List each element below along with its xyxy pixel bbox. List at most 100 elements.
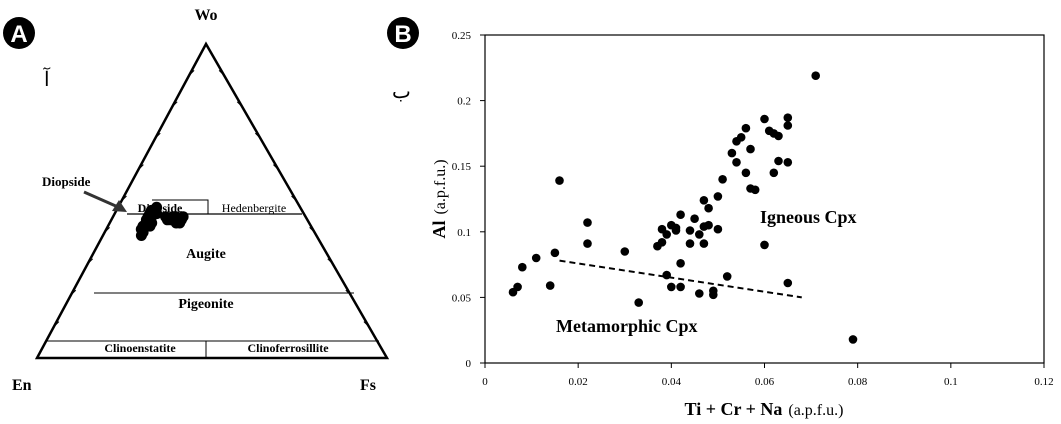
y-tick-label: 0.1 (457, 227, 471, 239)
y-axis-label: Al (a.p.f.u.) (429, 159, 449, 238)
scatter-point (848, 335, 858, 344)
scatter-point (531, 253, 541, 263)
scatter-point (783, 113, 793, 122)
panel-a: A آ Wo En Fs Diopside Diopside Hedenberg… (3, 7, 390, 394)
scatter-point (555, 176, 564, 185)
scatter-point (634, 298, 643, 307)
left-edge-tick (121, 195, 127, 202)
left-edge-tick (188, 70, 195, 76)
left-edge-tick (70, 289, 77, 296)
right-edge-tick (291, 195, 297, 202)
scatter-point (695, 230, 704, 239)
panel-b-badge (387, 17, 419, 49)
scatter-point (676, 282, 685, 292)
right-edge-tick (345, 289, 352, 296)
x-axis-label-main: Ti + Cr + Na (685, 399, 783, 419)
y-tick-label: 0.05 (452, 292, 472, 304)
x-axis-label: Ti + Cr + Na (a.p.f.u.) (685, 399, 844, 419)
scatter-point (760, 240, 769, 250)
scatter-point (774, 131, 783, 141)
clinoenstatite-label: Clinoenstatite (104, 341, 176, 355)
scatter-point (583, 239, 592, 248)
panel-b: B ب 0 0.05 0.1 0.15 0.2 0.25 0 0.02 0.04 0.06 0.0… (387, 17, 1054, 419)
left-edge-tick (53, 321, 60, 327)
scatter-points (508, 71, 858, 344)
scatter-point (685, 239, 695, 248)
metamorphic-cpx-label: Metamorphic Cpx (556, 316, 697, 336)
scatter-point (704, 220, 713, 230)
scatter-point (774, 156, 783, 166)
right-edge-tick (218, 70, 225, 76)
scatter-point (676, 210, 685, 219)
scatter-point (783, 158, 793, 167)
panel-a-persian-letter: آ (43, 67, 51, 91)
vertex-en-label: En (12, 377, 32, 394)
y-tick-label: 0.15 (452, 161, 472, 173)
scatter-point (713, 192, 723, 201)
scatter-point (750, 185, 760, 195)
clinoferrosillite-label: Clinoferrosillite (247, 341, 329, 355)
scatter-point (736, 133, 746, 142)
scatter-point (657, 238, 667, 247)
y-axis-label-main: Al (429, 221, 449, 239)
right-edge-tick (309, 227, 315, 233)
scatter-point (732, 158, 741, 167)
diopside-arrow-head (112, 200, 127, 212)
ternary-point (135, 230, 147, 241)
panel-b-badge-letter: B (394, 21, 411, 48)
scatter-point (699, 239, 709, 248)
scatter-point (667, 282, 676, 292)
scatter-point (518, 262, 527, 272)
scatter-point (676, 259, 685, 268)
igneous-cpx-label: Igneous Cpx (760, 207, 857, 227)
scatter-point (513, 282, 522, 292)
scatter-point (722, 272, 732, 281)
plot-frame (484, 34, 1045, 364)
x-tick-label: 0.12 (1034, 376, 1053, 388)
scatter-point (760, 114, 769, 124)
scatter-point (741, 123, 751, 133)
scatter-point (746, 144, 755, 154)
hedenbergite-label: Hedenbergite (222, 201, 286, 215)
scatter-point (620, 247, 630, 256)
scatter-point (671, 223, 681, 233)
left-edge-tick (154, 132, 161, 139)
scatter-point (811, 71, 820, 80)
pigeonite-label: Pigeonite (178, 297, 233, 312)
y-tick-label: 0.25 (452, 30, 472, 42)
x-tick-label: 0.06 (755, 376, 775, 388)
scatter-point (695, 289, 704, 298)
scatter-point (769, 168, 779, 178)
y-ticks: 0 0.05 0.1 0.15 0.2 0.25 (452, 30, 485, 370)
scatter-point (690, 214, 699, 223)
scatter-point (741, 168, 751, 178)
x-tick-label: 0.02 (569, 376, 588, 388)
right-edge-tick (254, 132, 261, 139)
panel-b-persian-letter: ب (392, 81, 411, 103)
ternary-point (151, 208, 163, 220)
diopside-hedenbergite-boundary (152, 199, 209, 214)
metamorphic-trend-line (559, 259, 802, 299)
scatter-point (704, 203, 713, 213)
x-tick-label: 0 (482, 376, 488, 388)
scatter-point (718, 175, 727, 184)
x-tick-label: 0.08 (848, 376, 868, 388)
left-edge-tick (171, 101, 178, 108)
left-edge-tick (87, 258, 94, 265)
left-edge-ticks (53, 70, 195, 327)
left-edge-tick (104, 227, 110, 233)
ternary-points (135, 201, 189, 241)
scatter-point (545, 281, 555, 290)
diopside-arrow-shaft (83, 190, 119, 209)
scatter-point (783, 121, 793, 130)
x-tick-label: 0.1 (944, 376, 958, 388)
vertex-fs-label: Fs (360, 377, 376, 394)
panel-a-badge (3, 17, 35, 49)
scatter-point (662, 230, 671, 239)
right-edge-tick (327, 258, 334, 265)
x-ticks: 0 0.02 0.04 0.06 0.08 0.1 0.12 (482, 363, 1054, 388)
x-tick-label: 0.04 (662, 376, 682, 388)
ternary-point (174, 217, 186, 229)
scatter-point (583, 218, 592, 227)
